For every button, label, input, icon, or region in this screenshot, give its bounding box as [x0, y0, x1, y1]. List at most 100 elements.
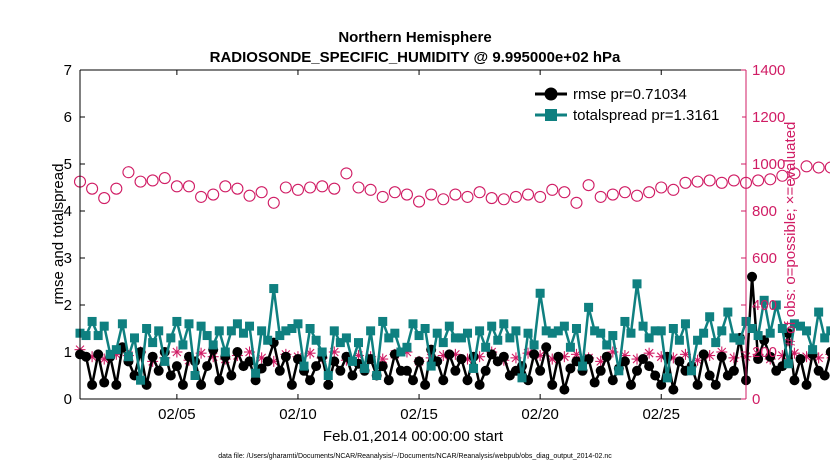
possible-obs-marker [267, 196, 280, 209]
possible-obs-marker [727, 174, 740, 187]
possible-obs-marker [231, 182, 244, 195]
totalspread-point [148, 338, 158, 348]
y-axis-left-label: rmse and totalspread [50, 164, 67, 305]
y-left-tick-label: 4 [64, 203, 72, 220]
totalspread-point [184, 319, 194, 329]
y-right-tick-label: 1400 [752, 62, 785, 79]
totalspread-point [360, 363, 370, 373]
totalspread-point [571, 324, 581, 333]
rmse-point [111, 379, 122, 390]
totalspread-point [795, 321, 805, 331]
rmse-point [438, 375, 449, 386]
totalspread-point [596, 328, 606, 338]
rmse-point [632, 365, 643, 376]
totalspread-point [305, 324, 315, 333]
rmse-point [244, 356, 255, 367]
totalspread-point [674, 335, 684, 345]
totalspread-point [420, 324, 430, 333]
totalspread-point [462, 328, 472, 338]
totalspread-point [196, 321, 206, 331]
rmse-point [202, 361, 213, 372]
totalspread-point [287, 324, 297, 333]
possible-obs-marker [219, 180, 232, 193]
possible-obs-marker [134, 175, 147, 188]
rmse-point [644, 361, 655, 372]
rmse-point [250, 375, 261, 386]
y-left-tick-label: 3 [64, 250, 72, 267]
possible-obs-marker [195, 190, 208, 203]
possible-obs-marker [679, 176, 692, 189]
totalspread-point [777, 324, 787, 333]
totalspread-point [311, 335, 321, 345]
totalspread-point [402, 342, 412, 352]
totalspread-point [136, 375, 146, 385]
totalspread-point [481, 342, 491, 352]
rmse-point [583, 354, 594, 365]
chart-subtitle: RADIOSONDE_SPECIFIC_HUMIDITY @ 9.995000e… [210, 49, 621, 66]
rmse-point [819, 370, 830, 381]
totalspread-point [226, 326, 236, 336]
totalspread-point [426, 361, 436, 371]
rmse-point [559, 384, 570, 395]
totalspread-point [565, 342, 575, 352]
totalspread-point [644, 333, 654, 343]
rmse-point [414, 356, 425, 367]
rmse-point [650, 370, 661, 381]
possible-obs-marker [509, 190, 522, 203]
totalspread-point [547, 328, 557, 338]
rmse-point [262, 356, 273, 367]
totalspread-point [808, 345, 818, 355]
totalspread-point [505, 333, 515, 343]
totalspread-point [390, 328, 400, 338]
rmse-point [529, 349, 540, 360]
totalspread-point [656, 326, 666, 336]
rmse-point [177, 379, 188, 390]
rmse-point [795, 354, 806, 365]
totalspread-point [650, 326, 660, 336]
possible-obs-marker [182, 180, 196, 193]
totalspread-point [366, 326, 376, 336]
y-left-ticks: 0 1 2 3 4 5 6 7 [64, 62, 85, 408]
rmse-point [565, 363, 576, 374]
possible-obs-marker [594, 190, 607, 203]
rmse-point [535, 365, 546, 376]
totalspread-point [826, 326, 830, 336]
x-tick-label: 02/25 [642, 406, 680, 423]
possible-obs-marker [776, 169, 789, 182]
totalspread-point [335, 338, 345, 348]
totalspread-point [535, 288, 545, 298]
totalspread-point [178, 340, 188, 350]
totalspread-point [251, 368, 261, 378]
possible-obs-marker [388, 186, 401, 199]
legend-box [530, 78, 742, 128]
rmse-point [456, 354, 467, 365]
rmse-point [286, 379, 297, 390]
totalspread-point [771, 300, 781, 310]
rmse-point [93, 349, 104, 360]
rmse-point [450, 365, 461, 376]
rmse-point [214, 375, 225, 386]
rmse-point [87, 379, 98, 390]
y-right-tick-label: 0 [752, 391, 760, 408]
totalspread-point [590, 326, 600, 336]
possible-obs-marker [425, 188, 438, 201]
totalspread-point [202, 331, 212, 341]
totalspread-point [154, 326, 164, 336]
possible-obs-marker [788, 167, 801, 180]
totalspread-point [263, 335, 273, 345]
legend-rmse-marker [544, 87, 558, 101]
possible-obs-marker [170, 180, 183, 193]
possible-obs-marker [558, 186, 571, 199]
possible-obs-marker [643, 186, 656, 199]
rmse-point [553, 351, 564, 362]
rmse-point [305, 375, 316, 386]
rmse-point [274, 365, 285, 376]
totalspread-point [493, 335, 503, 345]
series-layer [73, 160, 830, 395]
totalspread-point [626, 328, 636, 338]
totalspread-point [662, 373, 672, 383]
totalspread-point [529, 340, 539, 350]
possible-obs-marker [497, 193, 510, 206]
possible-obs-marker [110, 182, 123, 195]
totalspread-point [438, 338, 448, 348]
